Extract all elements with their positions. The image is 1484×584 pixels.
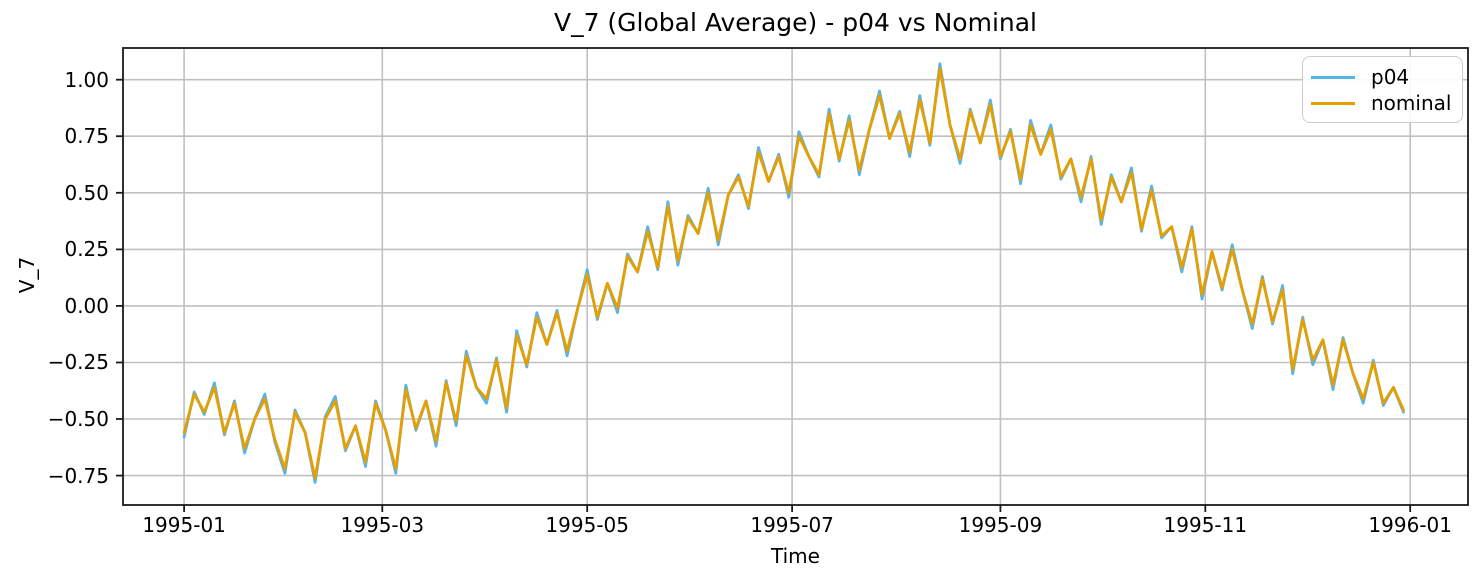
x-tick-label: 1995-09 (958, 513, 1043, 537)
x-tick-label: 1995-05 (545, 513, 629, 537)
y-tick-label: 1.00 (64, 67, 109, 92)
x-tick-label: 1995-11 (1163, 513, 1248, 537)
x-tick-label: 1995-01 (142, 513, 226, 537)
legend-line-swatch-p04 (1311, 75, 1355, 79)
x-axis-label: Time (771, 544, 820, 568)
y-tick-label: −0.75 (47, 463, 109, 488)
x-tick-label: 1995-07 (750, 513, 834, 537)
legend: p04 nominal (1302, 56, 1463, 123)
y-tick-label: 0.75 (64, 124, 109, 149)
legend-entry-p04: p04 (1311, 64, 1462, 90)
y-tick-label: −0.25 (47, 350, 109, 375)
legend-label-p04: p04 (1371, 65, 1410, 89)
y-tick-label: −0.50 (47, 407, 109, 432)
y-tick-label: 0.50 (64, 180, 109, 205)
legend-entry-nominal: nominal (1311, 90, 1462, 116)
x-tick-label: 1995-03 (340, 513, 425, 537)
legend-line-swatch-nominal (1311, 101, 1355, 105)
chart-title: V_7 (Global Average) - p04 vs Nominal (553, 8, 1038, 37)
x-tick-label: 1996-01 (1368, 513, 1452, 537)
y-tick-label: 0.25 (64, 237, 109, 262)
y-tick-label: 0.00 (64, 293, 109, 318)
legend-label-nominal: nominal (1371, 91, 1452, 115)
